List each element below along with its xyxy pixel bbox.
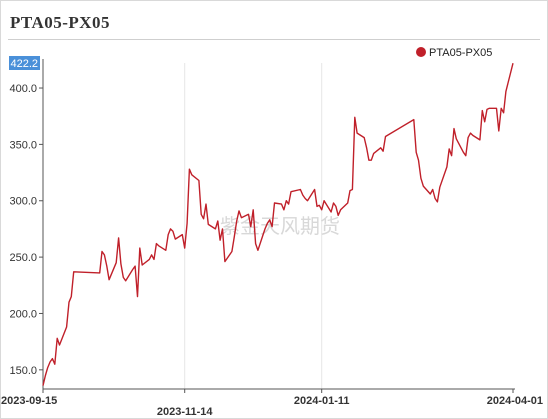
legend-label: PTA05-PX05 bbox=[429, 47, 492, 59]
x-tick-label: 2023-09-15 bbox=[1, 395, 57, 407]
watermark: 紫金天风期货 bbox=[220, 214, 340, 238]
x-axis-ticks: 2023-09-15 2023-11-14 2024-01-11 2024-04-01 bbox=[1, 389, 543, 418]
y-tick-label: 400.0 bbox=[9, 83, 37, 95]
plot-area bbox=[42, 63, 514, 386]
series-line bbox=[42, 63, 514, 386]
vertical-grid bbox=[184, 63, 323, 389]
y-axis-ticks: 150.0 200.0 250.0 300.0 350.0 400.0 422.2 bbox=[9, 56, 43, 377]
x-tick-label: 2023-11-14 bbox=[157, 406, 214, 418]
y-tick-label: 350.0 bbox=[9, 139, 37, 151]
axes bbox=[42, 59, 515, 390]
legend-marker bbox=[416, 47, 426, 57]
x-tick-label: 2024-04-01 bbox=[487, 395, 543, 407]
x-tick-label: 2024-01-11 bbox=[294, 395, 350, 407]
y-tick-label: 150.0 bbox=[9, 365, 37, 377]
title-divider bbox=[8, 39, 540, 40]
y-tick-label: 200.0 bbox=[9, 308, 37, 320]
y-max-highlight bbox=[9, 56, 40, 70]
y-tick-label: 250.0 bbox=[9, 252, 37, 264]
legend[interactable]: PTA05-PX05 bbox=[416, 47, 492, 59]
chart-title: PTA05-PX05 bbox=[10, 13, 111, 32]
y-max-label: 422.2 bbox=[10, 58, 38, 70]
y-tick-label: 300.0 bbox=[9, 196, 37, 208]
